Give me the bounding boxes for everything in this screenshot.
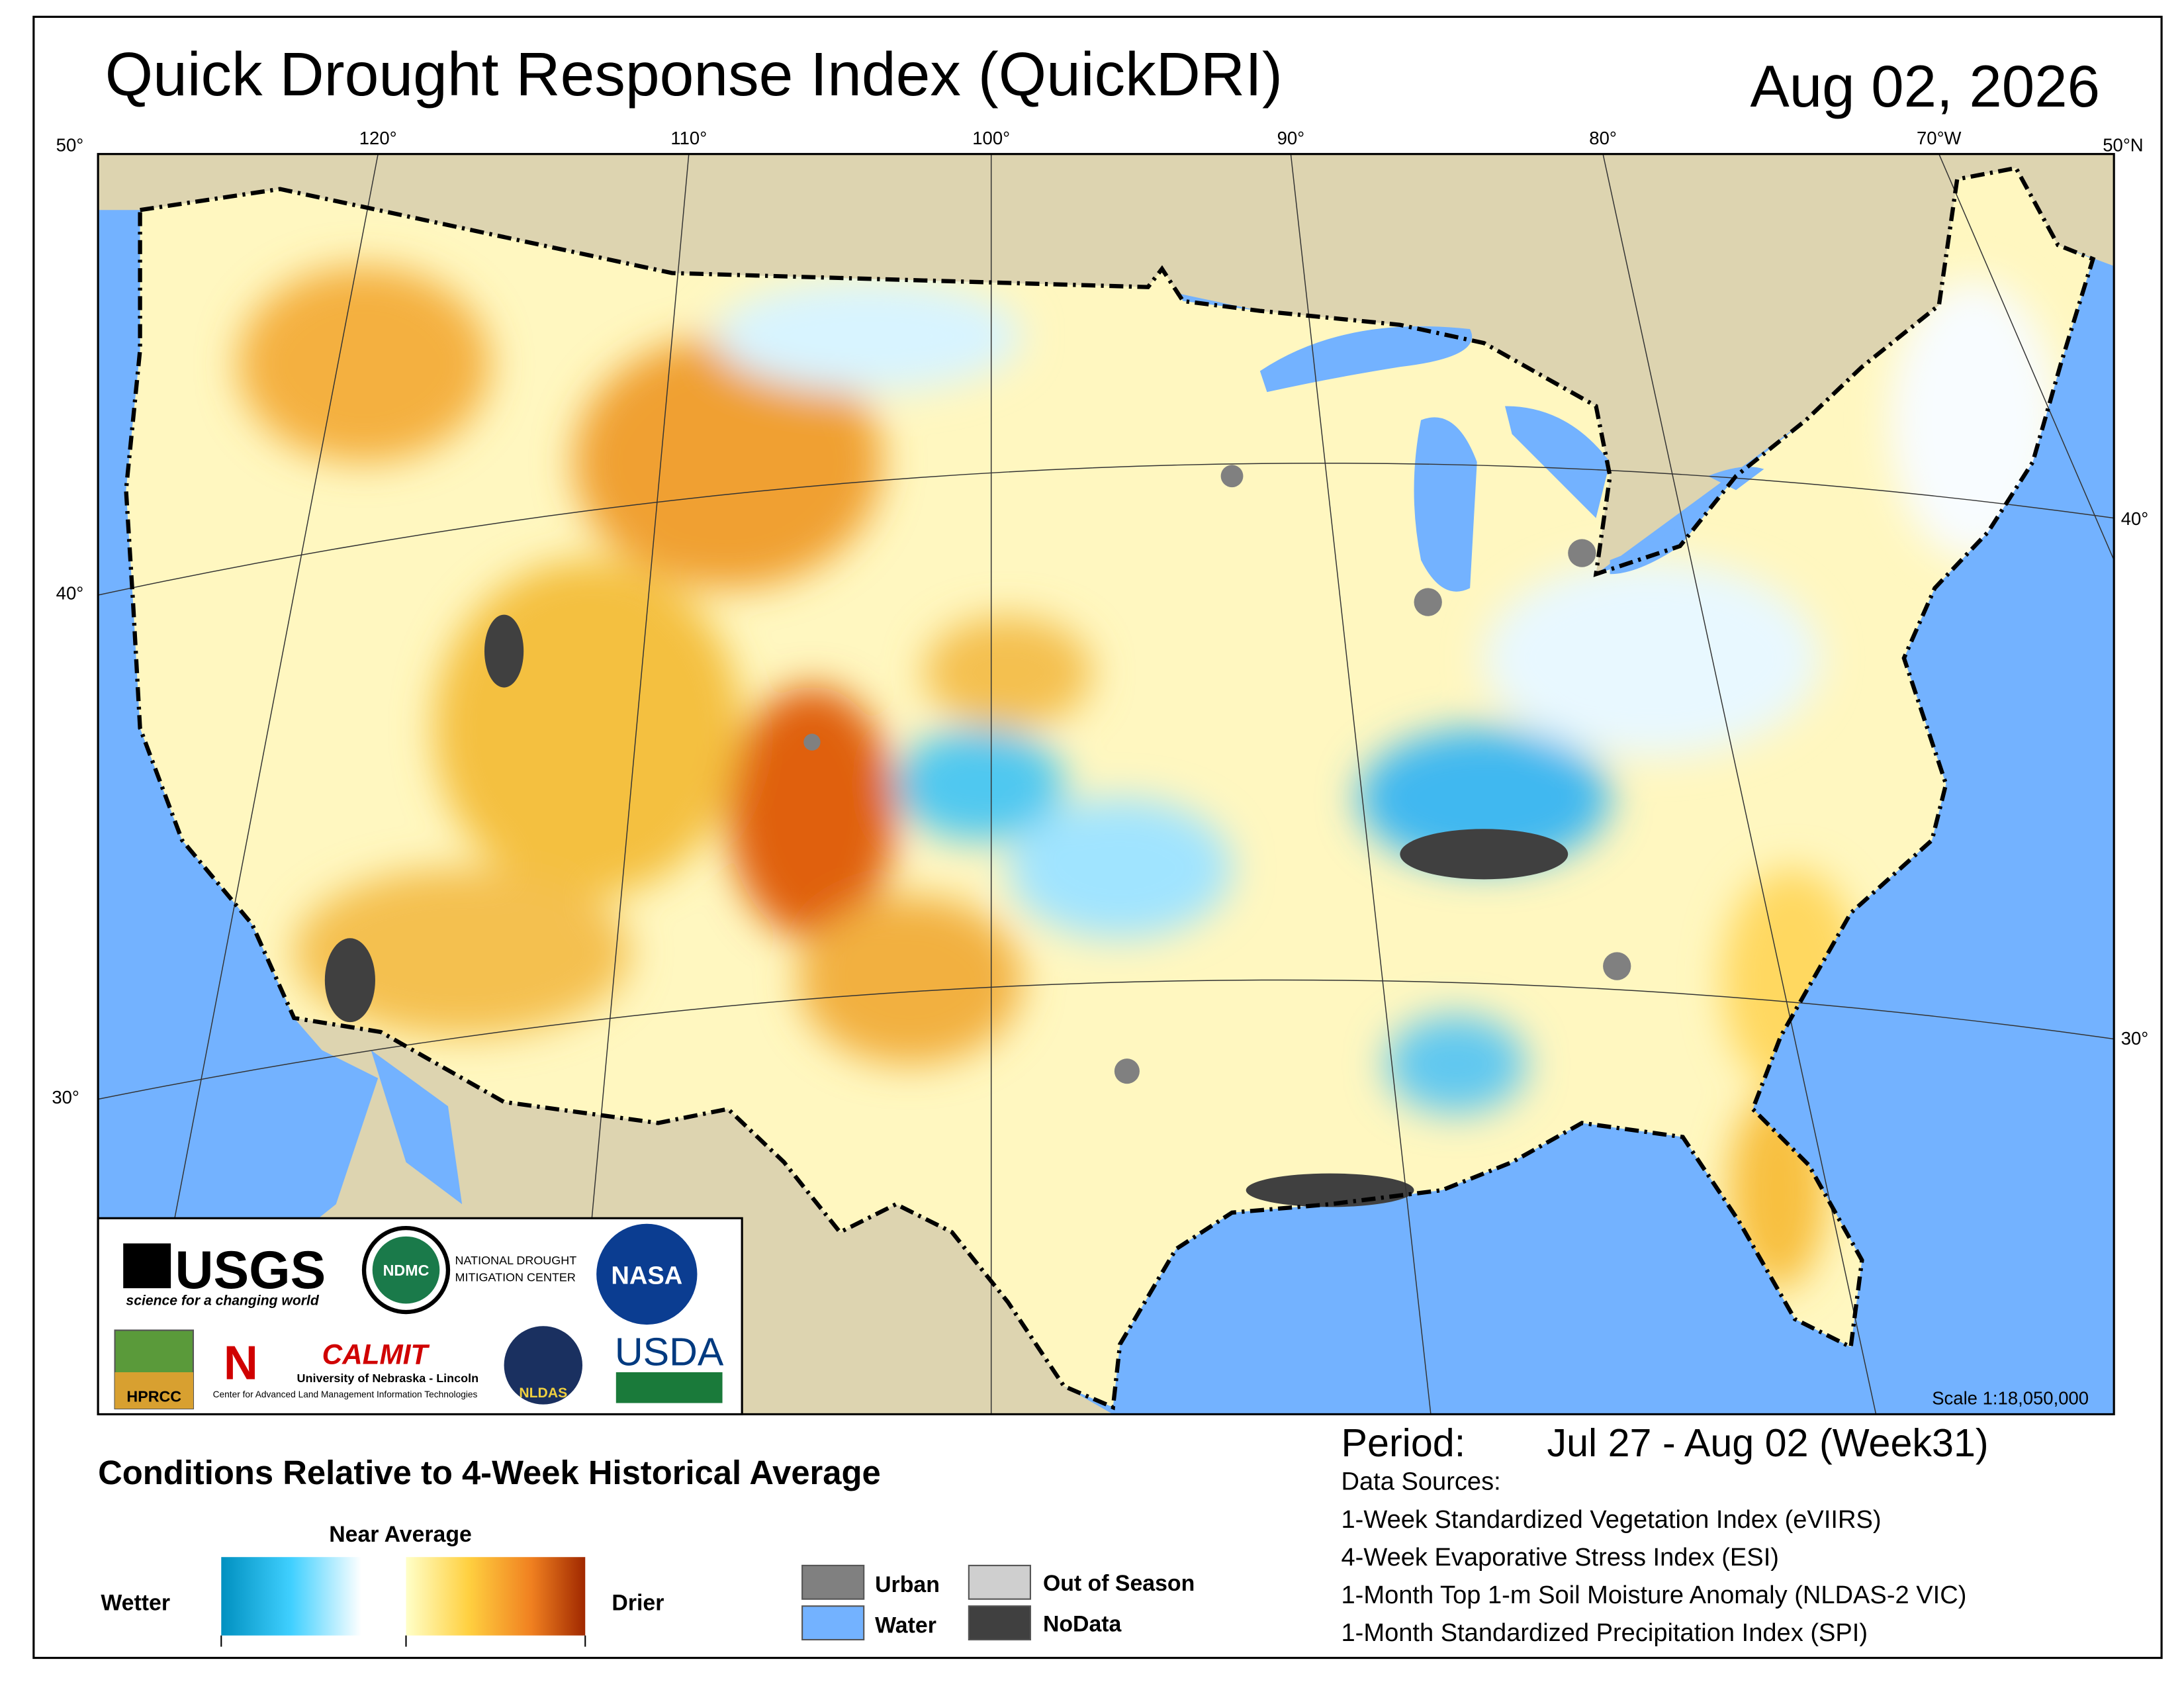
nldas-logo: NLDAS [519,1385,567,1401]
legend-near-average: Near Average [329,1522,472,1547]
usgs-waves [123,1243,171,1289]
page-border [32,15,2163,1660]
source-item: 1-Week Standardized Vegetation Index (eV… [1342,1506,1882,1534]
dry-ramp [406,1557,586,1636]
lat-label: 30° [52,1087,79,1107]
nebraska-n: N [224,1337,258,1390]
legend: Conditions Relative to 4-Week Historical… [98,1454,1195,1647]
lat-label: 40° [2121,508,2149,529]
graticule [98,154,2115,1415]
ndmc-name: NATIONAL DROUGHT [455,1254,577,1267]
lon-label: 120° [359,128,397,148]
gulf-california [371,1050,463,1205]
map [98,154,2115,1415]
ramp-ticks [220,1635,586,1647]
lon-label: 110° [670,128,707,148]
nldas-logo-circle [504,1326,583,1405]
source-item: 4-Week Evaporative Stress Index (ESI) [1342,1544,1779,1571]
lat-label: 50° [56,134,84,155]
lon-label: 70°W [1917,128,1962,148]
hprcc-logo: HPRCC [126,1387,181,1405]
urban-areas [803,465,1631,1084]
water-swatch [801,1605,865,1641]
legend-drier: Drier [612,1591,664,1616]
lon-label: 80° [1589,128,1617,148]
hprcc-field [114,1372,193,1409]
lon-label: 100° [972,128,1010,148]
usgs-logo: USGS [175,1241,326,1300]
ndmc-logo: NDMC [383,1262,430,1279]
source-item: 1-Month Standardized Precipitation Index… [1342,1619,1868,1647]
map-frame [97,153,2115,1416]
nodata-swatch [968,1605,1031,1641]
ndmc-seal-inner [372,1236,440,1304]
period-value: Jul 27 - Aug 02 (Week31) [1547,1421,1988,1465]
date: Aug 02, 2026 [1751,54,2101,119]
period-label: Period: [1342,1421,1466,1465]
wet-ramp [221,1557,361,1636]
nasa-meatball [596,1223,698,1325]
lat-label: 50°N [2103,134,2143,155]
lat-label: 40° [56,583,84,603]
calmit-logo: CALMIT [322,1338,430,1370]
out-of-season-swatch [968,1564,1031,1600]
legend-wetter: Wetter [101,1591,170,1616]
sources-title: Data Sources: [1342,1468,1501,1496]
calmit-univ: University of Nebraska - Lincoln [297,1372,479,1385]
title: Quick Drought Response Index (QuickDRI) [105,40,1283,109]
legend-class: Urban [875,1572,940,1597]
calmit-name: Center for Advanced Land Management Info… [213,1389,478,1399]
legend-class: NoData [1043,1611,1122,1636]
legend-title: Conditions Relative to 4-Week Historical… [98,1454,881,1491]
usda-field [615,1372,723,1403]
ndmc-name: MITIGATION CENTER [455,1271,576,1284]
source-item: 1-Month Top 1-m Soil Moisture Anomaly (N… [1342,1581,1967,1609]
legend-class: Out of Season [1043,1571,1195,1596]
logo-box: USGS science for a changing world NDMC N… [97,1217,743,1416]
scale: Scale 1:18,050,000 [1932,1388,2089,1409]
usda-logo: USDA [615,1329,724,1374]
legend-class: Water [875,1613,936,1638]
lat-label: 30° [2121,1028,2149,1049]
usgs-tagline: science for a changing world [126,1293,319,1308]
nasa-logo: NASA [611,1262,682,1290]
info: Period: Jul 27 - Aug 02 (Week31) Data So… [1342,1421,1989,1647]
urban-swatch [801,1564,865,1600]
graticule-labels: 50° 120° 110° 100° 90° 80° 70°W 50°N 40°… [52,128,2148,1107]
lon-label: 90° [1277,128,1305,148]
great-lakes [1259,326,1764,592]
